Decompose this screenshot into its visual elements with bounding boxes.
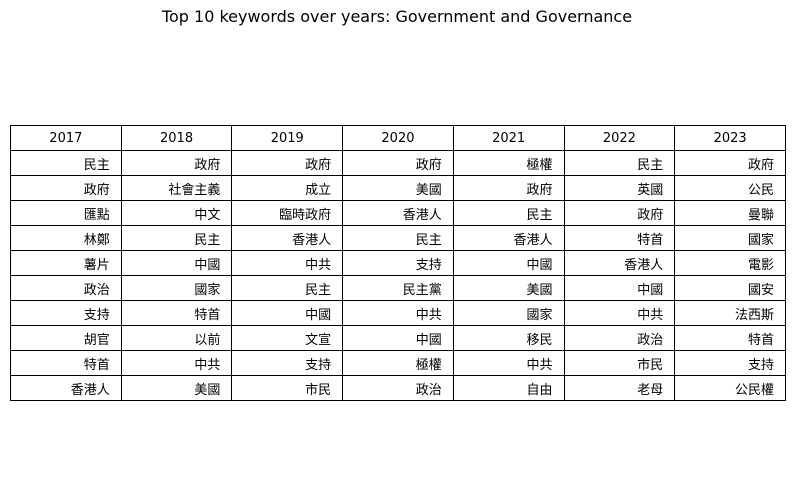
keyword-cell: 政府: [342, 150, 454, 176]
keyword-cell: 香港人: [452, 225, 565, 251]
keyword-cell: 以前: [120, 325, 233, 351]
keyword-cell: 美國: [342, 175, 454, 201]
keyword-cell: 社會主義: [120, 175, 233, 201]
table-row: 支持 特首 中國 中共 國家 中共 法西斯: [10, 300, 786, 326]
table-row: 特首 中共 支持 極權 中共 市民 支持: [10, 350, 786, 376]
keyword-cell: 公民權: [674, 375, 786, 401]
table-row: 政治 國家 民主 民主黨 美國 中國 國安: [10, 275, 786, 301]
keyword-cell: 曼聯: [674, 200, 786, 226]
keyword-cell: 香港人: [10, 375, 122, 401]
keyword-cell: 市民: [563, 350, 676, 376]
keyword-cell: 成立: [231, 175, 344, 201]
table-row: 林鄭 民主 香港人 民主 香港人 特首 國家: [10, 225, 786, 251]
keyword-cell: 胡官: [10, 325, 122, 351]
keyword-cell: 政府: [452, 175, 565, 201]
keyword-cell: 英國: [563, 175, 676, 201]
keyword-cell: 極權: [452, 150, 565, 176]
table-row: 薯片 中國 中共 支持 中國 香港人 電影: [10, 250, 786, 276]
keyword-cell: 國家: [120, 275, 233, 301]
keyword-cell: 民主: [120, 225, 233, 251]
keyword-cell: 中文: [120, 200, 233, 226]
column-header-2019: 2019: [231, 125, 344, 151]
keyword-cell: 公民: [674, 175, 786, 201]
keyword-cell: 文宣: [231, 325, 344, 351]
column-header-2018: 2018: [120, 125, 233, 151]
keyword-cell: 支持: [10, 300, 122, 326]
keyword-cell: 民主: [10, 150, 122, 176]
keyword-cell: 香港人: [231, 225, 344, 251]
keyword-cell: 中國: [452, 250, 565, 276]
keyword-cell: 政府: [10, 175, 122, 201]
keyword-cell: 中國: [342, 325, 454, 351]
keyword-cell: 民主: [563, 150, 676, 176]
keyword-cell: 中共: [120, 350, 233, 376]
keyword-cell: 中共: [342, 300, 454, 326]
column-header-2023: 2023: [674, 125, 786, 151]
keyword-cell: 電影: [674, 250, 786, 276]
keyword-cell: 民主: [342, 225, 454, 251]
keyword-cell: 自由: [452, 375, 565, 401]
keyword-cell: 薯片: [10, 250, 122, 276]
keyword-cell: 中國: [120, 250, 233, 276]
column-header-2021: 2021: [452, 125, 565, 151]
keyword-cell: 老母: [563, 375, 676, 401]
keyword-cell: 中共: [452, 350, 565, 376]
keyword-cell: 民主: [231, 275, 344, 301]
keyword-cell: 政府: [231, 150, 344, 176]
column-header-2020: 2020: [342, 125, 454, 151]
table-row: 胡官 以前 文宣 中國 移民 政治 特首: [10, 325, 786, 351]
keyword-cell: 政府: [674, 150, 786, 176]
keyword-cell: 支持: [231, 350, 344, 376]
keyword-cell: 極權: [342, 350, 454, 376]
keyword-cell: 中國: [231, 300, 344, 326]
keyword-cell: 移民: [452, 325, 565, 351]
keyword-cell: 匯點: [10, 200, 122, 226]
keyword-cell: 政治: [342, 375, 454, 401]
keyword-cell: 支持: [342, 250, 454, 276]
keyword-cell: 國安: [674, 275, 786, 301]
column-header-2022: 2022: [563, 125, 676, 151]
keyword-cell: 林鄭: [10, 225, 122, 251]
keyword-cell: 國家: [674, 225, 786, 251]
table-row: 政府 社會主義 成立 美國 政府 英國 公民: [10, 175, 786, 201]
keyword-cell: 政府: [120, 150, 233, 176]
keyword-cell: 中共: [231, 250, 344, 276]
keyword-cell: 中共: [563, 300, 676, 326]
keyword-cell: 支持: [674, 350, 786, 376]
keyword-cell: 特首: [563, 225, 676, 251]
keywords-table: 2017 2018 2019 2020 2021 2022 2023 民主 政府 政府 政府 極權民…: [10, 125, 786, 401]
chart-title: Top 10 keywords over years: Government a…: [161, 7, 633, 26]
keyword-cell: 國家: [452, 300, 565, 326]
table-row: 匯點 中文 臨時政府 香港人 民主 政府 曼聯: [10, 200, 786, 226]
table-row: 香港人 美國 市民 政治 自由 老母 公民權: [10, 375, 786, 401]
table-body: 民主 政府 政府 政府 極權 民主 政府 政府 社會主義 成立 美國 政府 英國 公民 匯點 中文 臨時政府 香港…: [10, 150, 786, 401]
keyword-cell: 市民: [231, 375, 344, 401]
keyword-cell: 美國: [120, 375, 233, 401]
keyword-cell: 法西斯: [674, 300, 786, 326]
keyword-cell: 特首: [120, 300, 233, 326]
keyword-cell: 特首: [674, 325, 786, 351]
keyword-cell: 政治: [10, 275, 122, 301]
header-row: 2017 2018 2019 2020 2021 2022 2023: [10, 125, 786, 151]
column-header-2017: 2017: [10, 125, 122, 151]
keyword-cell: 民主黨: [342, 275, 454, 301]
keyword-cell: 臨時政府: [231, 200, 344, 226]
keyword-cell: 香港人: [563, 250, 676, 276]
keyword-cell: 美國: [452, 275, 565, 301]
keyword-cell: 中國: [563, 275, 676, 301]
keyword-cell: 政治: [563, 325, 676, 351]
keyword-cell: 香港人: [342, 200, 454, 226]
keyword-cell: 特首: [10, 350, 122, 376]
table-row: 民主 政府 政府 政府 極權 民主 政府: [10, 150, 786, 176]
keyword-cell: 政府: [563, 200, 676, 226]
keyword-cell: 民主: [452, 200, 565, 226]
